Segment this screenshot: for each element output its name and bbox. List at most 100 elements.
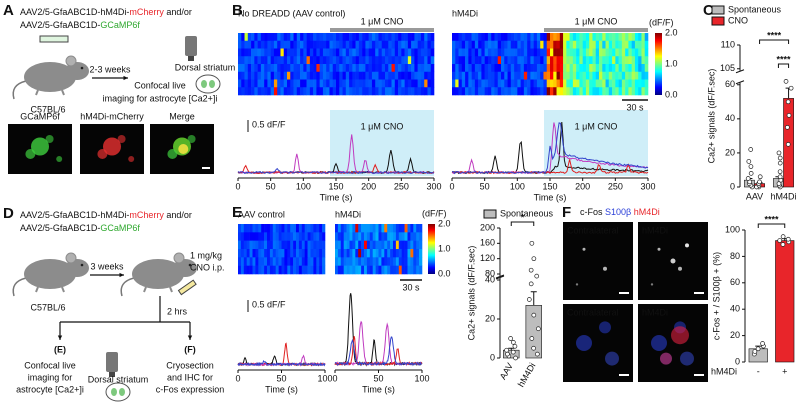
heatmap-cell [585, 71, 590, 80]
heatmap-cell [398, 79, 402, 88]
heatmap-cell [536, 48, 541, 57]
mouse-tail [12, 277, 27, 297]
heatmap-cell [582, 79, 587, 88]
heatmap-cell [576, 56, 580, 65]
heatmap-cell [468, 71, 472, 80]
heatmap-cell [298, 265, 303, 275]
colorbar-tick: 2.0 [438, 218, 451, 228]
heatmap-cell [246, 249, 250, 258]
heatmap-cell [641, 64, 646, 73]
label-line: AAV2/5-GfaABC1D-GCaMP6f [20, 223, 140, 233]
heatmap-cell [342, 33, 347, 42]
heatmap-cell [303, 56, 307, 65]
heatmap-cell [563, 56, 567, 65]
heatmap-cell [352, 257, 356, 266]
heatmap-cell [411, 56, 415, 65]
heatmap-cell [270, 87, 275, 96]
heatmap-cell [277, 56, 281, 65]
heatmap-cell [238, 257, 242, 266]
heatmap-cell [404, 33, 409, 42]
heatmap-cell [244, 40, 249, 49]
label-line: AAV2/5-GfaABC1D-hM4Di-mCherry and/or [20, 210, 192, 220]
heatmap-cell [355, 79, 360, 88]
heatmap-cell [487, 71, 492, 80]
heatmap-cell [540, 87, 544, 96]
heatmap-cell [410, 265, 414, 275]
heatmap-cell [378, 240, 382, 250]
heatmap-cell [553, 71, 557, 80]
heatmap-cell [589, 71, 593, 80]
data-point [510, 349, 516, 355]
heatmap-cell [414, 79, 418, 88]
heatmap-cell [303, 71, 307, 80]
x-tick-label: hM4Di [516, 361, 538, 389]
heatmap-cell [255, 265, 259, 275]
heatmap-cell [618, 40, 623, 49]
trace [237, 134, 435, 175]
heatmap-cell [401, 56, 405, 65]
heatmap-cell [336, 71, 340, 80]
heatmap-cell [390, 257, 394, 266]
y-tick-label: 0 [730, 181, 735, 191]
heatmap-cell [430, 79, 435, 88]
heatmap-cell [365, 87, 369, 96]
heatmap-cell [452, 33, 456, 42]
heatmap-cell [343, 265, 347, 275]
heatmap-cell [410, 257, 414, 266]
heatmap-cell [287, 265, 291, 275]
label: (E) [54, 344, 66, 354]
heatmap-cell [621, 56, 626, 65]
heatmap-cell [608, 48, 613, 57]
microscope-lens [188, 56, 194, 61]
mouse-leg [61, 286, 65, 293]
heatmap-cell [254, 64, 258, 73]
heatmap-cell [310, 224, 314, 233]
heatmap-cell [296, 224, 300, 233]
heatmap-cell [281, 249, 285, 258]
heatmap-cell [599, 87, 603, 96]
heatmap-cell [362, 64, 366, 73]
heatmap-cell [332, 48, 337, 57]
legend-swatch [483, 209, 497, 219]
heatmap-cell [608, 64, 613, 73]
x-tick-label: AAV [498, 361, 515, 381]
heatmap-cell [371, 64, 376, 73]
heatmap-cell [615, 64, 619, 73]
heatmap-cell [345, 33, 350, 42]
heatmap-cell [592, 64, 597, 73]
heatmap-cell [243, 224, 247, 233]
heatmap-cell [355, 224, 359, 233]
heatmap-cell [394, 33, 399, 42]
heatmap-cell [375, 265, 379, 275]
heatmap-cell [281, 224, 285, 233]
y-tick-label: 120 [480, 253, 495, 263]
heatmap-cell [306, 48, 311, 57]
x-tick-label: 250 [394, 181, 409, 191]
data-point [760, 341, 765, 346]
heatmap-cell [381, 249, 385, 258]
heatmap-cell [388, 71, 392, 80]
heatmap-cell [267, 265, 271, 275]
heatmap-cell [352, 71, 356, 80]
heatmap-cell [290, 265, 294, 275]
heatmap-cell [514, 40, 518, 49]
heatmap-cell [550, 48, 554, 57]
heatmap-cell [296, 257, 300, 266]
heatmap-cell [411, 40, 415, 49]
heatmap-cell [484, 56, 489, 65]
heatmap-cell [398, 33, 402, 42]
heatmap-cell [401, 40, 405, 49]
panel-label: F [562, 204, 571, 221]
heatmap-cell [641, 87, 646, 96]
heatmap-cell [520, 40, 525, 49]
heatmap-cell [296, 48, 301, 57]
trace [451, 159, 649, 175]
heatmap-cell [540, 33, 544, 42]
label-part: hM4Di [634, 207, 660, 217]
heatmap-cell [390, 240, 394, 250]
heatmap-cell [306, 71, 311, 80]
heatmap-cell [346, 257, 350, 266]
heatmap-cell [319, 257, 323, 266]
heatmap-cell [540, 64, 544, 73]
x-tick-label: 50 [373, 373, 383, 383]
